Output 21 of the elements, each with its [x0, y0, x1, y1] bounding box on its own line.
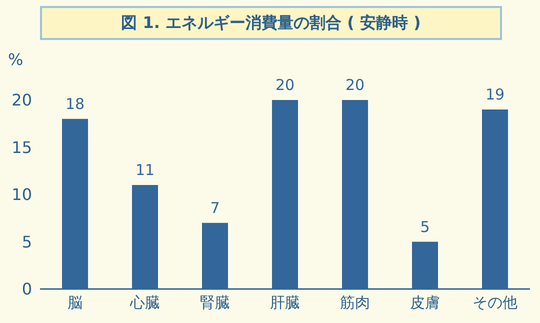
x-tick-label: 肝臓	[270, 294, 300, 312]
y-tick-label: 0	[22, 280, 32, 299]
y-tick-label: 5	[22, 232, 32, 252]
y-tick-label: 20	[12, 90, 32, 110]
x-tick-label: 腎臓	[200, 294, 230, 312]
data-label: 7	[210, 198, 220, 217]
x-tick-label: 脳	[68, 294, 82, 312]
data-label: 5	[420, 218, 430, 236]
x-tick-label: 心臓	[129, 294, 160, 312]
x-tick-label: 皮膚	[410, 294, 440, 312]
y-axis-title: %	[8, 50, 24, 69]
chart-title: 図 1. エネルギー消費量の割合 ( 安静時 )	[40, 6, 502, 40]
x-tick-label: 筋肉	[340, 294, 370, 312]
data-label: 11	[135, 161, 155, 180]
y-tick-label: 10	[12, 185, 32, 204]
data-label: 19	[485, 85, 505, 104]
data-label: 18	[65, 94, 85, 113]
data-label: 20	[345, 76, 365, 94]
y-tick-label: 15	[12, 138, 32, 157]
data-label: 20	[275, 76, 295, 94]
x-tick-label: その他	[472, 294, 518, 312]
